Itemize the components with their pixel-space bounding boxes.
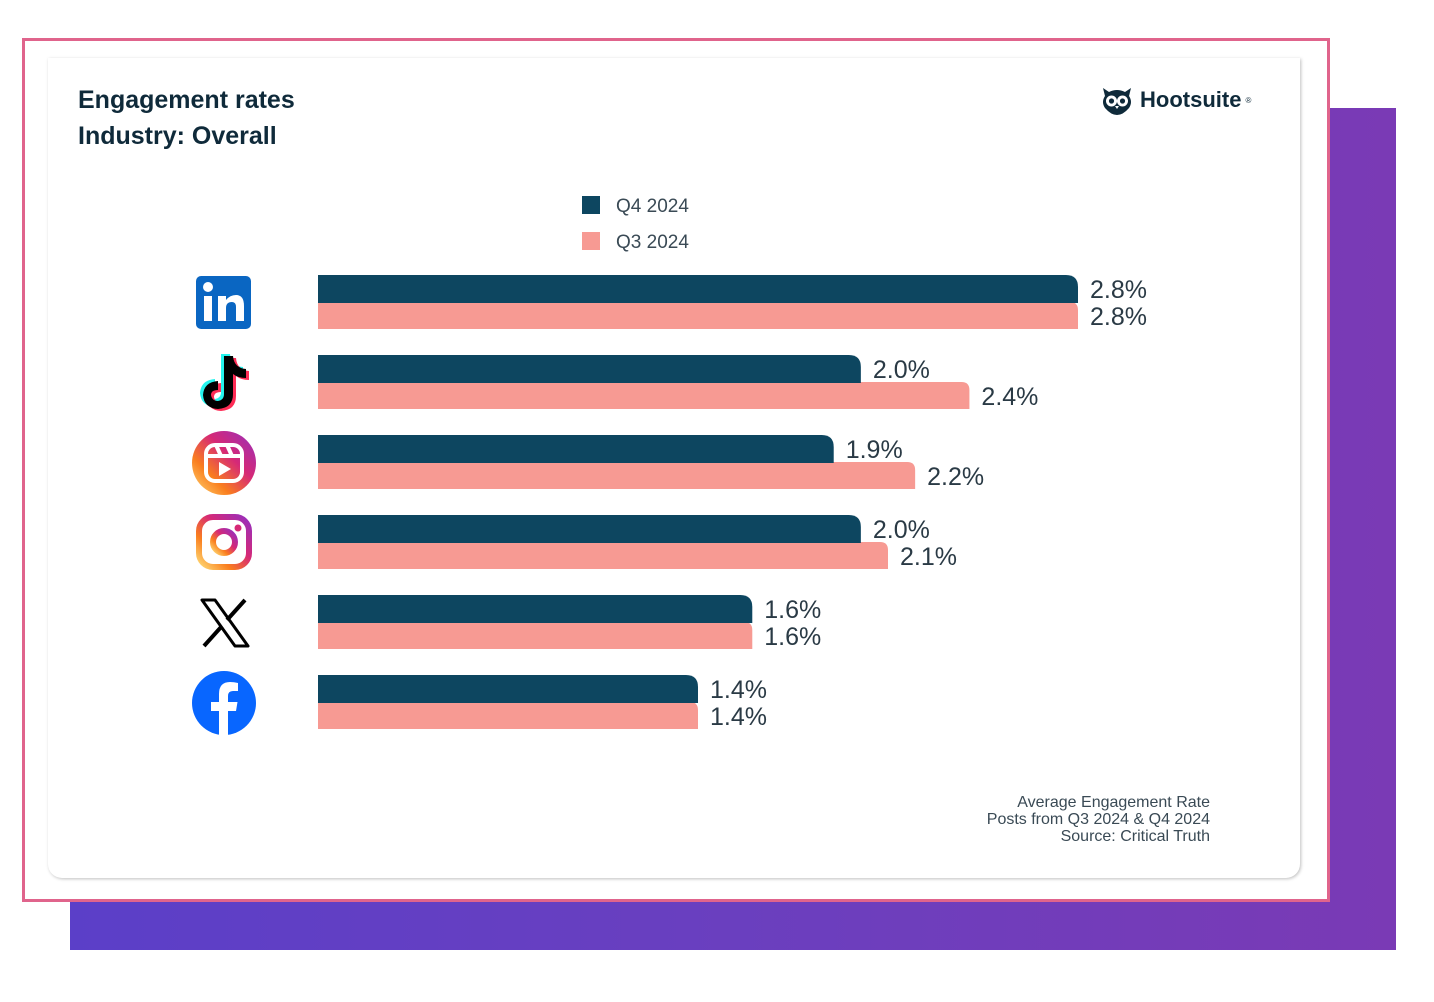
value-label-facebook-q4: 1.4% <box>710 676 767 704</box>
bar-tiktok-q4 <box>318 355 861 383</box>
value-label-x-q4: 1.6% <box>764 596 821 624</box>
instagram-reels-icon <box>192 431 256 495</box>
value-label-linkedin-q4: 2.8% <box>1090 276 1147 304</box>
value-label-facebook-q3: 1.4% <box>710 703 767 731</box>
value-label-x-q3: 1.6% <box>764 623 821 651</box>
footer-source: Source: Critical Truth <box>1060 828 1210 845</box>
bar-linkedin-q4 <box>318 275 1078 303</box>
chart-subtitle: Industry: Overall <box>78 122 277 150</box>
legend-label-q3: Q3 2024 <box>616 232 689 253</box>
value-label-instagram-reels-q3: 2.2% <box>927 463 984 491</box>
value-label-tiktok-q3: 2.4% <box>981 383 1038 411</box>
value-label-instagram-q4: 2.0% <box>873 516 930 544</box>
tiktok-icon <box>200 354 249 411</box>
x-icon <box>200 598 250 648</box>
bar-x-q3 <box>318 622 753 649</box>
value-label-tiktok-q4: 2.0% <box>873 356 930 384</box>
legend-label-q4: Q4 2024 <box>616 196 689 217</box>
instagram-icon <box>196 514 252 570</box>
bar-instagram-q3 <box>318 542 888 569</box>
footer-period: Posts from Q3 2024 & Q4 2024 <box>986 811 1210 828</box>
hootsuite-logo: Hootsuite ® <box>1100 84 1251 116</box>
bar-x-q4 <box>318 595 753 623</box>
bar-linkedin-q3 <box>318 302 1078 329</box>
legend-swatch-q4 <box>582 196 600 214</box>
value-label-instagram-q3: 2.1% <box>900 543 957 571</box>
linkedin-icon <box>196 276 251 329</box>
bar-tiktok-q3 <box>318 382 970 409</box>
owl-icon <box>1103 88 1131 115</box>
chart-title: Engagement rates <box>78 86 295 114</box>
platform-icons <box>192 276 256 735</box>
bar-instagram-reels-q4 <box>318 435 834 463</box>
bar-facebook-q3 <box>318 702 698 729</box>
bar-facebook-q4 <box>318 675 698 703</box>
brand-name: Hootsuite <box>1140 87 1242 112</box>
value-label-linkedin-q3: 2.8% <box>1090 303 1147 331</box>
brand-registered-mark: ® <box>1245 95 1252 105</box>
facebook-icon <box>192 671 256 735</box>
footer-metric: Average Engagement Rate <box>1017 794 1210 811</box>
legend: Q4 2024 Q3 2024 <box>582 196 689 253</box>
bars: 2.8%2.8%2.4%2.0%2.2%1.9%2.1%2.0%1.6%1.6%… <box>318 275 1147 731</box>
value-label-instagram-reels-q4: 1.9% <box>846 436 903 464</box>
chart-footer: Average Engagement Rate Posts from Q3 20… <box>987 794 1210 845</box>
legend-swatch-q3 <box>582 232 600 250</box>
bar-instagram-q4 <box>318 515 861 543</box>
bar-instagram-reels-q3 <box>318 462 916 489</box>
